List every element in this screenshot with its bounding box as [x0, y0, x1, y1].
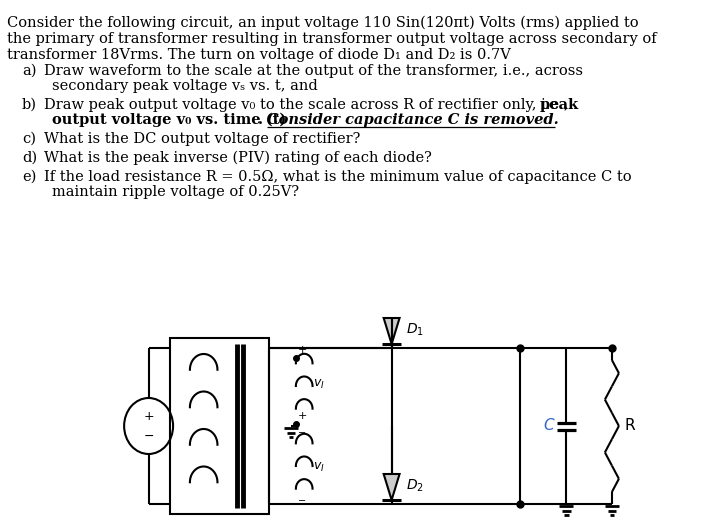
Bar	[170, 338, 269, 514]
Text: $v_I$: $v_I$	[313, 378, 325, 390]
Text: secondary peak voltage vₛ vs. t, and: secondary peak voltage vₛ vs. t, and	[52, 79, 318, 93]
Text: peak: peak	[539, 98, 579, 112]
Text: Draw waveform to the scale at the output of the transformer, i.e., across: Draw waveform to the scale at the output…	[44, 64, 582, 78]
Text: c): c)	[22, 132, 36, 146]
Text: −: −	[298, 428, 306, 438]
Text: transformer 18Vrms. The turn on voltage of diode D₁ and D₂ is 0.7V: transformer 18Vrms. The turn on voltage …	[7, 48, 511, 62]
Text: Draw peak output voltage v₀ to the scale across R of rectifier only, i.e.,: Draw peak output voltage v₀ to the scale…	[44, 98, 573, 112]
Text: Consider the following circuit, an input voltage 110 Sin(120πt) Volts (rms) appl: Consider the following circuit, an input…	[7, 16, 638, 31]
Text: $D_2$: $D_2$	[405, 478, 424, 494]
Text: .: .	[258, 113, 268, 127]
Text: If the load resistance R = 0.5Ω, what is the minimum value of capacitance C to: If the load resistance R = 0.5Ω, what is…	[44, 170, 631, 184]
Text: Consider capacitance C is removed.: Consider capacitance C is removed.	[266, 113, 558, 127]
Text: +: +	[298, 345, 307, 355]
Text: +: +	[143, 410, 154, 422]
Text: What is the DC output voltage of rectifier?: What is the DC output voltage of rectifi…	[44, 132, 360, 146]
Text: maintain ripple voltage of 0.25V?: maintain ripple voltage of 0.25V?	[52, 185, 300, 199]
Text: −: −	[143, 430, 154, 442]
Text: $v_I$: $v_I$	[313, 460, 325, 473]
Text: C: C	[544, 419, 554, 433]
Text: What is the peak inverse (PIV) rating of each diode?: What is the peak inverse (PIV) rating of…	[44, 151, 432, 165]
Text: b): b)	[22, 98, 37, 112]
Text: a): a)	[22, 64, 36, 78]
Text: R: R	[624, 419, 635, 433]
Polygon shape	[384, 318, 400, 344]
Text: the primary of transformer resulting in transformer output voltage across second: the primary of transformer resulting in …	[7, 32, 657, 46]
Text: +: +	[298, 411, 307, 421]
Text: output voltage v₀ vs. time (t): output voltage v₀ vs. time (t)	[52, 113, 287, 127]
Text: d): d)	[22, 151, 37, 165]
Text: e): e)	[22, 170, 36, 184]
Text: $D_1$: $D_1$	[405, 322, 424, 338]
Text: −: −	[298, 496, 306, 506]
Polygon shape	[384, 474, 400, 500]
